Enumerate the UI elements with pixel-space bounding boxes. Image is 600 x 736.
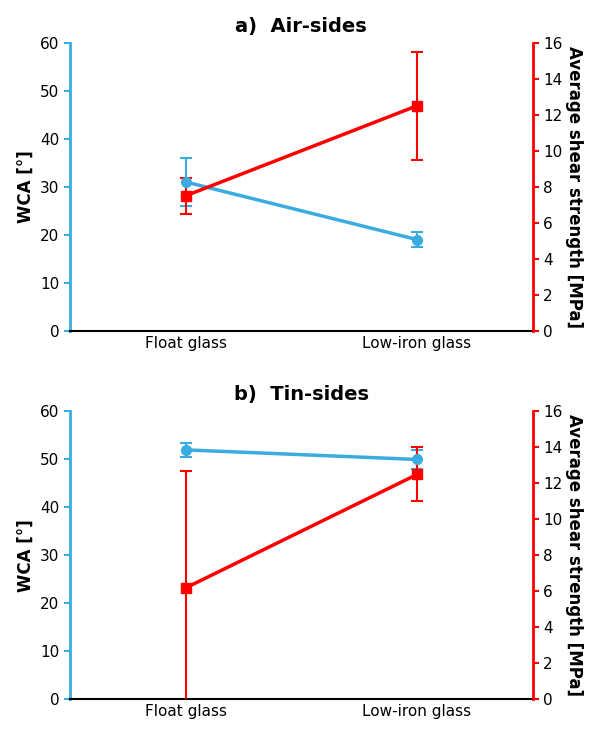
Title: a)  Air-sides: a) Air-sides bbox=[235, 17, 367, 35]
Title: b)  Tin-sides: b) Tin-sides bbox=[234, 386, 369, 404]
Y-axis label: Average shear strength [MPa]: Average shear strength [MPa] bbox=[565, 46, 583, 328]
Y-axis label: Average shear strength [MPa]: Average shear strength [MPa] bbox=[565, 414, 583, 696]
Y-axis label: WCA [°]: WCA [°] bbox=[17, 519, 35, 592]
Y-axis label: WCA [°]: WCA [°] bbox=[17, 150, 35, 223]
